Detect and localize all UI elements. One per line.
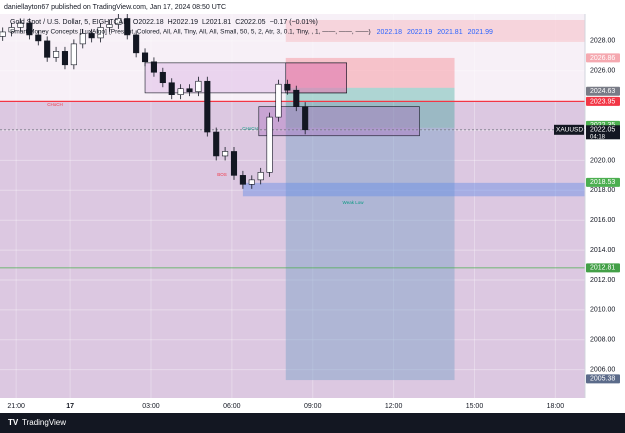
candle-body	[53, 51, 60, 58]
indicator-value: 2022.18	[377, 29, 402, 36]
price-label: 2023.95	[590, 98, 615, 105]
y-tick-label: 2020.00	[590, 157, 615, 164]
annotation: BOS	[217, 172, 227, 177]
candle-body	[230, 151, 238, 176]
y-tick-label: 2026.00	[590, 68, 615, 75]
candle-body	[8, 27, 15, 33]
footer-brand: TradingView	[22, 418, 66, 427]
y-tick-label: 2014.00	[590, 247, 615, 254]
zone	[285, 19, 585, 42]
annotation: Weak Low	[343, 200, 365, 205]
candle-body	[168, 82, 175, 95]
candle-body	[248, 179, 255, 185]
candle-body	[284, 83, 291, 91]
candle-body	[302, 106, 309, 131]
footer-bar	[0, 413, 625, 433]
candle-body	[141, 52, 149, 63]
price-label-bg	[586, 263, 620, 273]
price-label: 2018.53	[590, 179, 615, 186]
y-tick-label: 2008.00	[590, 337, 615, 344]
countdown: 04:18	[590, 134, 606, 140]
ohlc-value: C2022.05	[235, 19, 265, 26]
candle-body	[150, 61, 157, 73]
candle-body	[106, 24, 113, 28]
price-label-bg	[586, 177, 620, 187]
price-label-bg	[586, 53, 620, 63]
candle-body	[97, 27, 104, 39]
candle-body	[293, 89, 300, 107]
y-tick-label: 2028.00	[590, 38, 615, 45]
candle-body	[124, 18, 131, 36]
last-price-bg	[586, 125, 620, 140]
candle-body	[222, 151, 229, 157]
ohlc-value: −0.17 (−0.01%)	[270, 19, 318, 26]
indicator-value: 2021.81	[437, 29, 462, 36]
symbol-bg	[554, 124, 584, 135]
annotation: CHoCH	[47, 102, 63, 107]
candle-body	[44, 40, 51, 58]
indicator-value: 2022.19	[407, 29, 432, 36]
chart-title: Gold Spot / U.S. Dollar, 5, EIGHTCAP	[10, 19, 128, 26]
x-tick-label: 18:00	[547, 403, 565, 410]
candle-body	[17, 22, 24, 28]
candle-body	[177, 88, 184, 95]
y-tick-label: 2006.00	[590, 366, 615, 373]
x-tick-label: 17	[66, 403, 74, 410]
y-tick-label: 2018.00	[590, 187, 615, 194]
price-label: 2005.38	[590, 376, 615, 383]
plot: 2006.00 2008.00 2010.00 2012.00 2014.00 2016.…	[0, 14, 620, 410]
last-price: 2022.05	[590, 127, 615, 134]
candle-body	[213, 131, 220, 157]
price-label-bg	[586, 96, 620, 106]
candle-body	[204, 80, 211, 133]
x-tick-label: 03:00	[142, 403, 160, 410]
candle-body	[88, 33, 95, 39]
zone	[285, 87, 455, 128]
y-tick-label: 2012.00	[590, 277, 615, 284]
indicator: Smart Money Concepts [LuxAlgo] (Present,…	[10, 29, 371, 36]
x-tick-label: 12:00	[385, 403, 403, 410]
candle-body	[275, 83, 282, 118]
candle-body	[239, 175, 246, 185]
zone	[242, 182, 586, 197]
x-tick-label: 15:00	[466, 403, 484, 410]
candle-body	[159, 71, 166, 84]
candle-body	[195, 80, 202, 92]
candle-body	[61, 51, 69, 66]
price-label: 2024.63	[590, 88, 615, 95]
discount-bg	[0, 101, 585, 398]
ohlc-value: H2022.19	[168, 19, 198, 26]
footer-logo: TV	[8, 418, 19, 427]
zone	[258, 106, 420, 137]
x-tick-label: 09:00	[304, 403, 322, 410]
y-tick-label: 2010.00	[590, 307, 615, 314]
candle-body	[133, 34, 140, 54]
x-tick-label: 21:00	[7, 403, 25, 410]
zone	[285, 127, 455, 381]
symbol: XAUUSD	[556, 127, 583, 134]
price-label: 2026.86	[590, 55, 615, 62]
x-tick-label: 06:00	[223, 403, 241, 410]
candle-body	[35, 34, 42, 42]
candle-body	[70, 43, 77, 66]
publisher: daniellayton67 published on TradingView.…	[4, 4, 226, 11]
candle-body	[115, 18, 122, 25]
annotation: CHoCH	[242, 126, 258, 131]
candle-body	[79, 33, 86, 45]
price-label: 2012.81	[590, 265, 615, 272]
candle-body	[257, 172, 264, 181]
candle-body	[186, 88, 193, 92]
indicator-value: 2021.99	[468, 29, 493, 36]
price-label-bg	[586, 374, 620, 384]
ohlc-value: L2021.81	[202, 19, 231, 26]
y-tick-label: 2016.00	[590, 217, 615, 224]
candle-body	[26, 22, 33, 36]
candle-body	[0, 31, 6, 37]
zone	[285, 62, 347, 94]
price-label-bg	[586, 86, 620, 96]
candle-body	[266, 116, 273, 173]
ohlc-value: O2022.18	[133, 19, 164, 26]
